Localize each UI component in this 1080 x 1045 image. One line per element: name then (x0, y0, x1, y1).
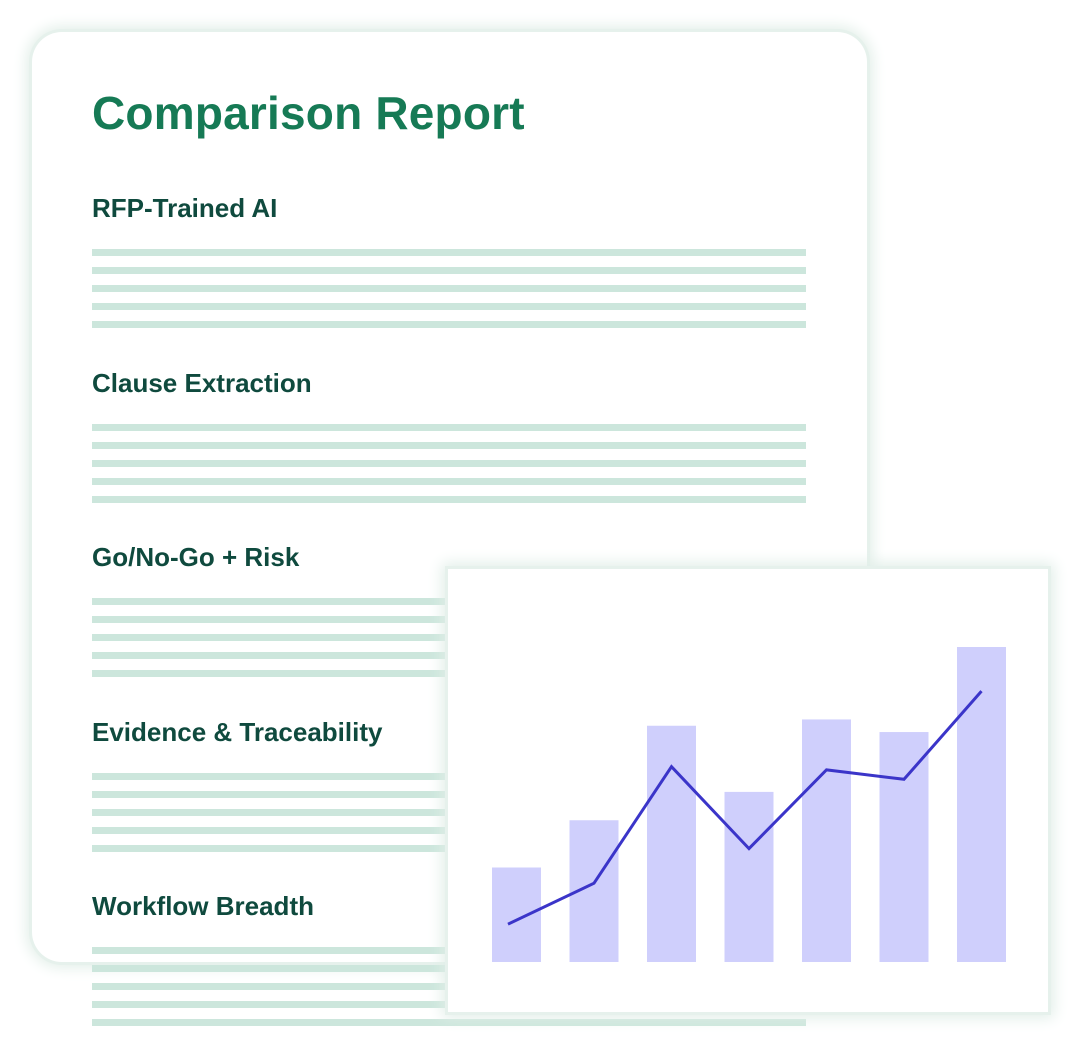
report-title: Comparison Report (92, 87, 525, 139)
chart-bar (647, 725, 696, 962)
section-heading: Go/No-Go + Risk (92, 542, 300, 572)
text-placeholder-line (92, 423, 806, 431)
text-placeholder-line (92, 495, 806, 503)
text-placeholder-line (92, 321, 806, 328)
text-placeholder-line (92, 303, 806, 310)
chart-card (448, 569, 1048, 1012)
text-placeholder-line (92, 459, 806, 467)
report-section: RFP-Trained AI (92, 192, 806, 328)
text-placeholder-line (92, 477, 806, 485)
section-heading: Clause Extraction (92, 367, 312, 398)
text-placeholder-line (92, 267, 806, 274)
section-heading: Workflow Breadth (92, 891, 314, 921)
text-placeholder-line (92, 441, 806, 449)
chart-bar (879, 732, 929, 962)
chart-bar (957, 647, 1006, 962)
chart-bar (724, 791, 774, 962)
bar-line-chart (492, 647, 1006, 962)
text-placeholder-line (92, 249, 806, 256)
text-placeholder-line (92, 1019, 806, 1026)
section-heading: RFP-Trained AI (92, 193, 278, 223)
chart-bar (802, 719, 851, 962)
chart-bar (492, 867, 541, 962)
section-heading: Evidence & Traceability (92, 716, 383, 747)
report-section: Clause Extraction (92, 367, 806, 503)
text-placeholder-line (92, 285, 806, 292)
